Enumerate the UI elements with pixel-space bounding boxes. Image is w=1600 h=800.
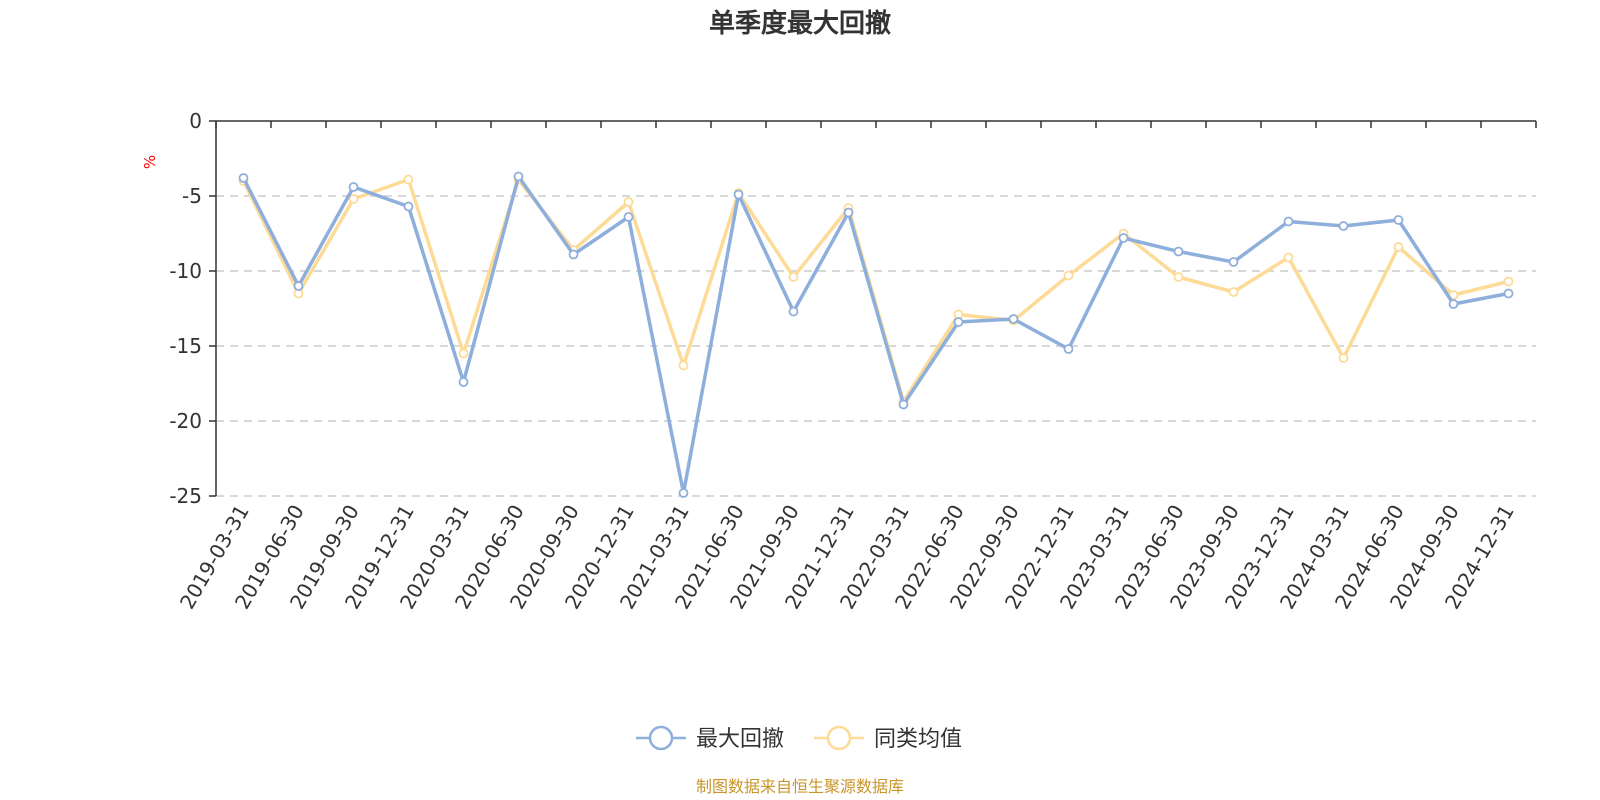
data-point[interactable] [458,348,469,359]
legend-marker-icon [826,725,852,751]
y-tick-label: -10 [169,259,202,283]
series-1 [238,171,1514,498]
data-point[interactable] [238,173,249,183]
grid-lines [216,195,1536,497]
data-point[interactable] [733,189,744,200]
data-point[interactable] [678,488,689,498]
legend-label: 同类均值 [874,727,962,752]
series-2 [238,174,1514,407]
data-point[interactable] [1283,216,1294,227]
data-source-note: 制图数据来自恒生聚源数据库 [696,777,904,796]
y-axis-unit: % [141,155,159,169]
data-point[interactable] [403,201,414,212]
data-point[interactable] [458,377,469,387]
legend-item-1[interactable]: 最大回撤 [636,725,784,752]
data-point[interactable] [1448,299,1459,309]
y-tick-label: -25 [169,484,202,508]
data-point[interactable] [898,399,909,410]
data-point[interactable] [1173,246,1184,257]
data-point[interactable] [1228,257,1239,267]
legend-marker-icon [648,725,674,751]
data-point[interactable] [843,207,854,218]
data-point[interactable] [1063,344,1074,354]
data-point[interactable] [1393,242,1404,252]
y-axis-ticks: 0 -5 -10 -15 -20 -25 [169,109,202,508]
legend-label: 最大回撤 [696,727,784,752]
data-point[interactable] [1173,272,1184,282]
legend[interactable]: 最大回撤 同类均值 [636,725,962,752]
data-point[interactable] [1283,252,1294,263]
data-point[interactable] [348,182,359,192]
data-point[interactable] [1118,233,1129,243]
data-point[interactable] [348,194,359,204]
data-point[interactable] [1503,276,1514,287]
y-tick-label: -15 [169,334,202,358]
chart-title: 单季度最大回撤 [709,8,891,39]
data-point[interactable] [953,317,964,327]
x-axis-ticks: 2019-03-312019-06-302019-09-302019-12-31… [175,501,1519,614]
data-point[interactable] [1338,353,1349,363]
axes [209,120,1537,497]
legend-item-2[interactable]: 同类均值 [814,725,962,752]
data-point[interactable] [1063,270,1074,281]
data-point[interactable] [788,272,799,282]
data-point[interactable] [568,249,579,260]
y-tick-label: -5 [182,184,202,208]
data-point[interactable] [1008,314,1019,324]
data-point[interactable] [1228,287,1239,297]
data-point[interactable] [1393,215,1404,225]
data-point[interactable] [1338,221,1349,231]
data-point[interactable] [293,281,304,291]
data-point[interactable] [678,360,689,371]
y-tick-label: -20 [169,409,202,433]
data-point[interactable] [788,306,799,317]
series-line [241,174,1509,495]
data-point[interactable] [513,171,524,182]
data-point[interactable] [623,212,634,222]
y-tick-label: 0 [189,109,202,133]
data-point[interactable] [623,197,634,207]
data-point[interactable] [1503,288,1514,299]
series-layer [238,171,1514,498]
data-point[interactable] [403,174,414,185]
